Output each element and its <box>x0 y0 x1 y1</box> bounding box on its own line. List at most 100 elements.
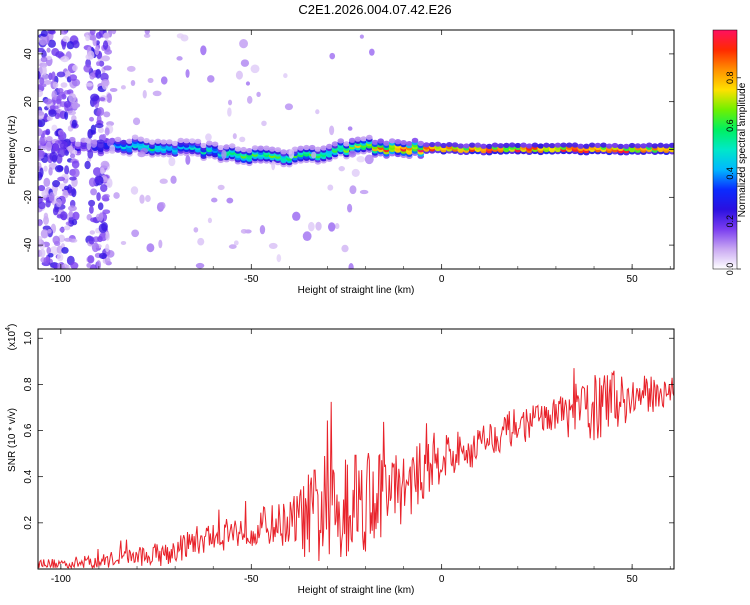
spectrogram-noise-cell <box>271 160 276 171</box>
spectrogram-cell <box>46 136 53 142</box>
spectrogram-cell <box>200 142 207 149</box>
spectrogram-noise-cell <box>43 256 50 265</box>
spectrogram-y-tick-label: 0 <box>23 146 34 152</box>
spectrogram-noise-cell <box>217 184 225 191</box>
spectrogram-noise-cell <box>53 263 58 269</box>
spectrogram-cell <box>525 143 533 149</box>
colorbar: 0.0 0.2 0.4 0.6 0.8 Normalized spectral ampl… <box>712 29 748 275</box>
spectrogram-noise-cell <box>48 252 54 258</box>
spectrogram-cell <box>154 138 162 144</box>
spectrogram-noise-cell <box>72 149 78 155</box>
spectrogram-y-tick-label: 40 <box>23 48 34 60</box>
spectrogram-cell <box>131 134 139 140</box>
svg-text:(x104): (x104) <box>5 324 18 351</box>
spectrogram-noise-cell <box>87 128 93 139</box>
spectrogram-noise-cell <box>71 115 77 122</box>
spectrogram-noise-cell <box>89 72 95 80</box>
spectrogram-noise-cell <box>59 131 64 140</box>
spectrogram-cell <box>206 140 213 146</box>
spectrogram-cell <box>577 143 584 149</box>
spectrogram-noise-cell <box>45 128 51 136</box>
spectrogram-cell <box>560 142 567 148</box>
spectrogram-noise-cell <box>327 184 334 191</box>
spectrogram-noise-cell <box>130 80 136 86</box>
spectrogram-noise-cell <box>94 45 100 56</box>
spectrogram-cell <box>651 143 659 149</box>
spectrogram-noise-cell <box>101 194 109 201</box>
spectrogram-noise-cell <box>347 203 353 213</box>
spectrogram-noise-cell <box>105 231 110 241</box>
spectrogram-cell <box>611 142 619 149</box>
spectrogram-noise-cell <box>71 188 77 198</box>
spectrogram-noise-cell <box>63 100 71 108</box>
spectrogram-noise-cell <box>120 85 126 90</box>
spectrogram-cell <box>223 144 230 150</box>
spectrogram-noise-cell <box>51 90 58 100</box>
spectrogram-noise-cell <box>89 264 97 269</box>
spectrogram-noise-cell <box>60 211 68 221</box>
spectrogram-noise-cell <box>109 144 116 152</box>
spectrogram-cell <box>366 134 373 140</box>
spectrogram-cell <box>143 138 150 144</box>
spectrogram-cell <box>594 142 602 148</box>
spectrogram-noise-cell <box>52 81 59 89</box>
spectrogram-cell <box>280 149 287 155</box>
spectrogram-cell <box>331 141 339 147</box>
spectrogram-noise-cell <box>369 48 375 56</box>
spectrogram-noise-cell <box>47 228 52 234</box>
spectrogram-noise-cell <box>46 115 53 121</box>
spectrogram-x-tick-label: 50 <box>627 274 639 285</box>
spectrogram-noise-cell <box>104 48 113 55</box>
spectrogram-noise-cell <box>97 127 104 134</box>
spectrogram-cell <box>411 137 419 143</box>
spectrogram-noise-cell <box>240 59 250 67</box>
spectrogram-noise-cell <box>146 243 155 253</box>
snr-y-multiplier: (x104) <box>5 324 18 351</box>
spectrogram-noise-cell <box>85 82 93 87</box>
spectrogram-noise-cell <box>168 156 176 167</box>
snr-y-tick-label: 0.6 <box>23 423 34 437</box>
spectrogram-cell <box>531 142 539 148</box>
spectrogram-noise-cell <box>160 76 168 85</box>
spectrogram-noise-cell <box>89 205 94 214</box>
spectrogram-cell <box>360 136 367 142</box>
spectrogram-noise-cell <box>261 120 267 127</box>
spectrogram-noise-cell <box>268 242 278 250</box>
spectrogram-y-tick-label: -40 <box>23 237 34 252</box>
spectrogram-noise-cell <box>49 246 59 256</box>
spectrogram-cell <box>508 142 516 148</box>
snr-y-multiplier-exp: 4 <box>5 327 12 331</box>
spectrogram-cell <box>217 144 225 151</box>
spectrogram-noise-cell <box>67 110 77 116</box>
spectrogram-cell <box>388 138 396 144</box>
spectrogram-noise-cell <box>152 90 162 97</box>
snr-x-label: Height of straight line (km) <box>298 585 415 596</box>
spectrogram-cell <box>320 145 327 151</box>
spectrogram-noise-cell <box>101 133 107 141</box>
spectrogram-noise-cell <box>38 118 46 128</box>
spectrogram-noise-cell <box>56 71 66 78</box>
spectrogram-noise-cell <box>68 210 73 218</box>
spectrogram-cell <box>406 140 413 147</box>
spectrogram-noise-cell <box>38 110 45 120</box>
spectrogram-cell <box>314 146 322 152</box>
spectrogram-cell <box>137 136 145 142</box>
spectrogram-cell <box>371 139 379 145</box>
spectrogram-cell <box>628 142 636 149</box>
spectrogram-cell <box>114 136 122 142</box>
spectrogram-cell <box>463 143 470 149</box>
snr-y-multiplier-base: (x10 <box>7 330 18 350</box>
spectrogram-noise-cell <box>103 111 111 118</box>
spectrogram-noise-cell <box>49 151 58 162</box>
spectrogram-noise-cell <box>95 68 102 79</box>
spectrogram-cell <box>188 138 196 144</box>
snr-x-tick-label: -50 <box>244 574 259 585</box>
spectrogram-cell <box>503 142 510 148</box>
spectrogram-noise-cell <box>38 89 43 98</box>
spectrogram-cell <box>246 147 253 154</box>
spectrogram-noise-cell <box>43 212 49 220</box>
spectrogram-noise-cell <box>104 127 110 136</box>
spectrogram-noise-cell <box>93 167 102 177</box>
spectrogram-noise-cell <box>159 178 168 184</box>
snr-y-tick-label: 1.0 <box>23 331 34 345</box>
